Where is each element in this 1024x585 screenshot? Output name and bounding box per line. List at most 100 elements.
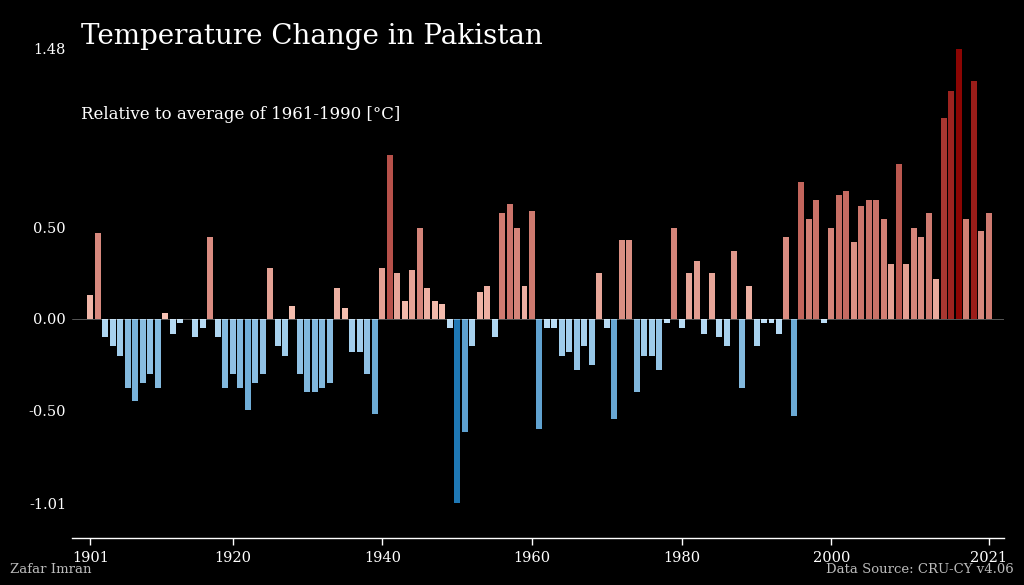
Bar bbox=[424, 288, 430, 319]
Bar bbox=[896, 164, 902, 319]
Bar bbox=[671, 228, 677, 319]
Bar bbox=[387, 154, 393, 319]
Bar bbox=[140, 319, 145, 383]
Bar bbox=[304, 319, 310, 392]
Bar bbox=[319, 319, 326, 388]
Bar bbox=[679, 319, 685, 328]
Text: Temperature Change in Pakistan: Temperature Change in Pakistan bbox=[81, 23, 543, 50]
Bar bbox=[229, 319, 236, 374]
Bar bbox=[806, 219, 812, 319]
Bar bbox=[761, 319, 767, 323]
Bar bbox=[537, 319, 543, 429]
Bar bbox=[866, 200, 871, 319]
Bar bbox=[349, 319, 355, 352]
Bar bbox=[933, 279, 939, 319]
Text: Zafar Imran: Zafar Imran bbox=[10, 563, 92, 576]
Bar bbox=[948, 91, 954, 319]
Bar bbox=[582, 319, 588, 346]
Bar bbox=[267, 268, 273, 319]
Bar bbox=[544, 319, 550, 328]
Bar bbox=[964, 219, 969, 319]
Bar bbox=[813, 200, 819, 319]
Bar bbox=[693, 260, 699, 319]
Bar bbox=[776, 319, 782, 333]
Bar bbox=[799, 182, 805, 319]
Bar bbox=[193, 319, 199, 337]
Text: Data Source: CRU-CY v4.06: Data Source: CRU-CY v4.06 bbox=[826, 563, 1014, 576]
Bar bbox=[858, 206, 864, 319]
Bar bbox=[604, 319, 610, 328]
Bar bbox=[641, 319, 647, 356]
Bar bbox=[903, 264, 909, 319]
Bar bbox=[118, 319, 123, 356]
Bar bbox=[394, 273, 400, 319]
Bar bbox=[446, 319, 453, 328]
Bar bbox=[844, 191, 849, 319]
Bar bbox=[215, 319, 220, 337]
Bar bbox=[356, 319, 362, 352]
Bar bbox=[566, 319, 572, 352]
Bar bbox=[649, 319, 654, 356]
Bar bbox=[476, 291, 482, 319]
Bar bbox=[791, 319, 797, 416]
Bar bbox=[484, 286, 490, 319]
Bar bbox=[147, 319, 154, 374]
Bar bbox=[701, 319, 708, 333]
Bar bbox=[282, 319, 288, 356]
Bar bbox=[469, 319, 475, 346]
Bar bbox=[102, 319, 109, 337]
Bar bbox=[941, 118, 946, 319]
Bar bbox=[162, 314, 168, 319]
Bar bbox=[716, 319, 722, 337]
Bar bbox=[455, 319, 460, 504]
Bar bbox=[627, 240, 632, 319]
Bar bbox=[634, 319, 640, 392]
Bar bbox=[439, 304, 445, 319]
Bar bbox=[507, 204, 513, 319]
Bar bbox=[492, 319, 498, 337]
Bar bbox=[881, 219, 887, 319]
Bar bbox=[978, 231, 984, 319]
Bar bbox=[335, 288, 340, 319]
Bar bbox=[417, 228, 423, 319]
Bar bbox=[573, 319, 580, 370]
Bar bbox=[379, 268, 385, 319]
Bar bbox=[919, 237, 925, 319]
Bar bbox=[664, 319, 670, 323]
Bar bbox=[529, 211, 535, 319]
Bar bbox=[754, 319, 760, 346]
Bar bbox=[888, 264, 894, 319]
Bar bbox=[514, 228, 520, 319]
Bar bbox=[155, 319, 161, 388]
Bar bbox=[873, 200, 880, 319]
Bar bbox=[552, 319, 557, 328]
Bar bbox=[828, 228, 835, 319]
Bar bbox=[297, 319, 303, 374]
Bar bbox=[611, 319, 617, 419]
Bar bbox=[252, 319, 258, 383]
Bar bbox=[87, 295, 93, 319]
Bar bbox=[312, 319, 317, 392]
Bar bbox=[432, 301, 437, 319]
Bar bbox=[985, 213, 991, 319]
Bar bbox=[656, 319, 663, 370]
Bar bbox=[342, 308, 348, 319]
Bar bbox=[259, 319, 265, 374]
Bar bbox=[589, 319, 595, 364]
Bar bbox=[462, 319, 468, 432]
Bar bbox=[768, 319, 774, 323]
Bar bbox=[499, 213, 505, 319]
Bar bbox=[709, 273, 715, 319]
Bar bbox=[559, 319, 565, 356]
Bar bbox=[222, 319, 228, 388]
Bar bbox=[746, 286, 752, 319]
Bar bbox=[738, 319, 744, 388]
Bar bbox=[290, 306, 296, 319]
Bar bbox=[596, 273, 602, 319]
Bar bbox=[207, 237, 213, 319]
Bar bbox=[95, 233, 101, 319]
Text: Relative to average of 1961-1990 [°C]: Relative to average of 1961-1990 [°C] bbox=[81, 106, 400, 123]
Bar bbox=[238, 319, 243, 388]
Bar bbox=[851, 242, 857, 319]
Bar bbox=[521, 286, 527, 319]
